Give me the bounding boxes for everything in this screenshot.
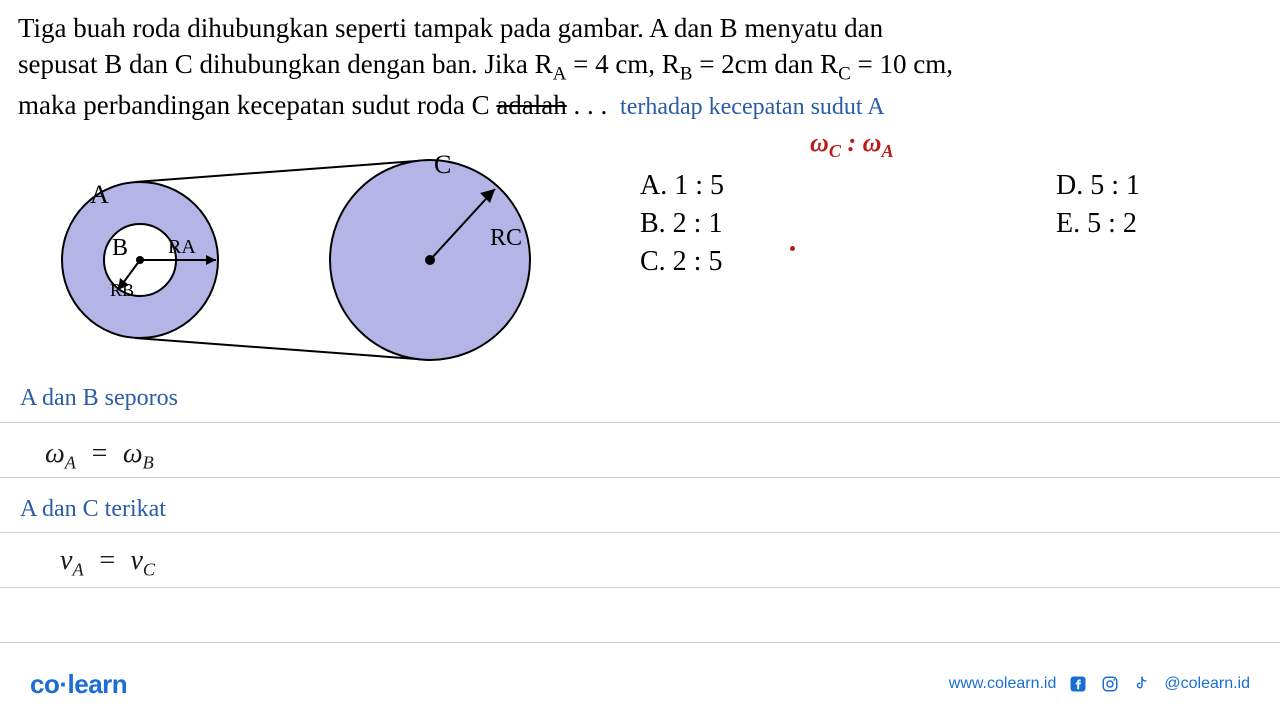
note-1: A dan B seporos [20, 385, 178, 412]
svg-text:RC: RC [490, 225, 522, 251]
brand-logo: co·learn [30, 669, 127, 700]
answer-options: A. 1 : 5 B. 2 : 1 C. 2 : 5 D. 5 : 1 E. 5… [640, 170, 1140, 284]
footer-right: www.colearn.id @colearn.id [949, 674, 1250, 694]
question-line-1: Tiga buah roda dihubungkan seperti tampa… [18, 13, 883, 43]
ruled-background [0, 368, 1280, 660]
red-dot [790, 246, 795, 251]
ratio-annotation: ωC : ωA [810, 128, 894, 162]
footer-url: www.colearn.id [949, 675, 1057, 693]
question-line-2-p1: sepusat B dan C dihubungkan dengan ban. … [18, 49, 553, 79]
footer: co·learn www.colearn.id @colearn.id [0, 664, 1280, 704]
svg-text:RA: RA [168, 236, 196, 258]
note-3: A dan C terikat [20, 496, 166, 523]
facebook-icon [1068, 674, 1088, 694]
option-a: A. 1 : 5 [640, 170, 724, 202]
note-4: vA = vC [60, 545, 155, 581]
instagram-icon [1100, 674, 1120, 694]
correction-text: terhadap kecepatan sudut A [620, 94, 885, 120]
svg-text:RB: RB [110, 280, 134, 300]
option-e: E. 5 : 2 [1056, 208, 1140, 240]
tiktok-icon [1132, 674, 1152, 694]
wheel-diagram: A B C RA RB RC [30, 145, 610, 365]
footer-handle: @colearn.id [1164, 675, 1250, 693]
option-d: D. 5 : 1 [1056, 170, 1140, 202]
option-b: B. 2 : 1 [640, 208, 724, 240]
svg-text:B: B [112, 235, 128, 261]
question-text: Tiga buah roda dihubungkan seperti tampa… [0, 0, 1280, 124]
question-line-3-p1: maka perbandingan kecepatan sudut roda C [18, 90, 496, 120]
svg-text:C: C [434, 150, 451, 179]
svg-text:A: A [90, 180, 109, 209]
note-2: ωA = ωB [45, 438, 154, 474]
strikethrough-word: adalah [496, 90, 566, 120]
option-c: C. 2 : 5 [640, 246, 724, 278]
